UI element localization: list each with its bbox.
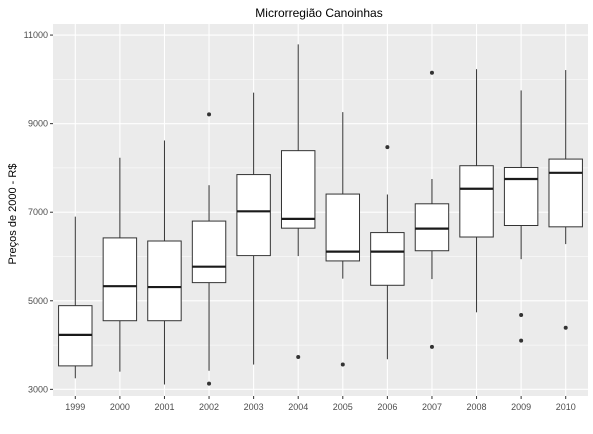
outlier-point xyxy=(207,381,212,386)
outlier-point xyxy=(207,112,212,117)
y-tick-label: 3000 xyxy=(28,384,48,394)
chart-title: Microrregião Canoinhas xyxy=(255,6,382,20)
x-tick-label: 1999 xyxy=(65,402,85,412)
x-tick-label: 2004 xyxy=(288,402,308,412)
x-tick-label: 2010 xyxy=(556,402,576,412)
box-2010 xyxy=(548,70,583,330)
box-2000 xyxy=(102,157,138,372)
box-2007 xyxy=(414,70,450,349)
x-tick-label: 2000 xyxy=(110,402,130,412)
x-axis: 1999 2000 2001 2002 2003 2004 2005 2006 2007 2008… xyxy=(65,396,576,412)
outlier-point xyxy=(296,355,301,360)
interquartile-box xyxy=(503,166,539,227)
y-axis: 3000 5000 7000 9000 11000 xyxy=(24,30,53,394)
interquartile-box xyxy=(414,203,450,252)
box-2003 xyxy=(236,92,271,365)
y-axis-title: Preços de 2000 - R$ xyxy=(7,164,19,265)
box-2002 xyxy=(191,112,227,386)
box-2009 xyxy=(503,90,539,343)
box-1999 xyxy=(58,216,93,379)
interquartile-box xyxy=(280,150,316,229)
interquartile-box xyxy=(459,165,494,238)
interquartile-box xyxy=(191,220,227,284)
x-tick-label: 2005 xyxy=(333,402,353,412)
x-tick-label: 2008 xyxy=(467,402,487,412)
outlier-point xyxy=(519,338,524,343)
y-tick-label: 7000 xyxy=(28,207,48,217)
interquartile-box xyxy=(102,237,138,322)
x-tick-label: 2006 xyxy=(377,402,397,412)
x-tick-label: 2001 xyxy=(154,402,174,412)
plot-panel xyxy=(53,24,588,396)
interquartile-box xyxy=(147,240,182,322)
box-2004 xyxy=(280,44,316,360)
x-tick-label: 2002 xyxy=(199,402,219,412)
x-tick-label: 2003 xyxy=(244,402,264,412)
outlier-point xyxy=(340,362,345,367)
interquartile-box xyxy=(325,193,361,262)
outlier-point xyxy=(385,145,390,150)
box-2006 xyxy=(370,145,405,360)
interquartile-box xyxy=(236,174,271,257)
x-tick-label: 2007 xyxy=(422,402,442,412)
y-tick-label: 11000 xyxy=(24,30,48,40)
interquartile-box xyxy=(370,232,405,286)
outlier-point xyxy=(429,70,434,75)
outlier-point xyxy=(563,325,568,330)
x-tick-label: 2009 xyxy=(511,402,531,412)
box-layer xyxy=(58,44,583,386)
outlier-point xyxy=(429,344,434,349)
y-tick-label: 9000 xyxy=(28,119,48,129)
box-2008 xyxy=(459,69,494,313)
interquartile-box xyxy=(548,158,583,228)
box-2001 xyxy=(147,140,182,385)
box-2005 xyxy=(325,112,361,367)
y-tick-label: 5000 xyxy=(28,296,48,306)
outlier-point xyxy=(519,312,524,317)
